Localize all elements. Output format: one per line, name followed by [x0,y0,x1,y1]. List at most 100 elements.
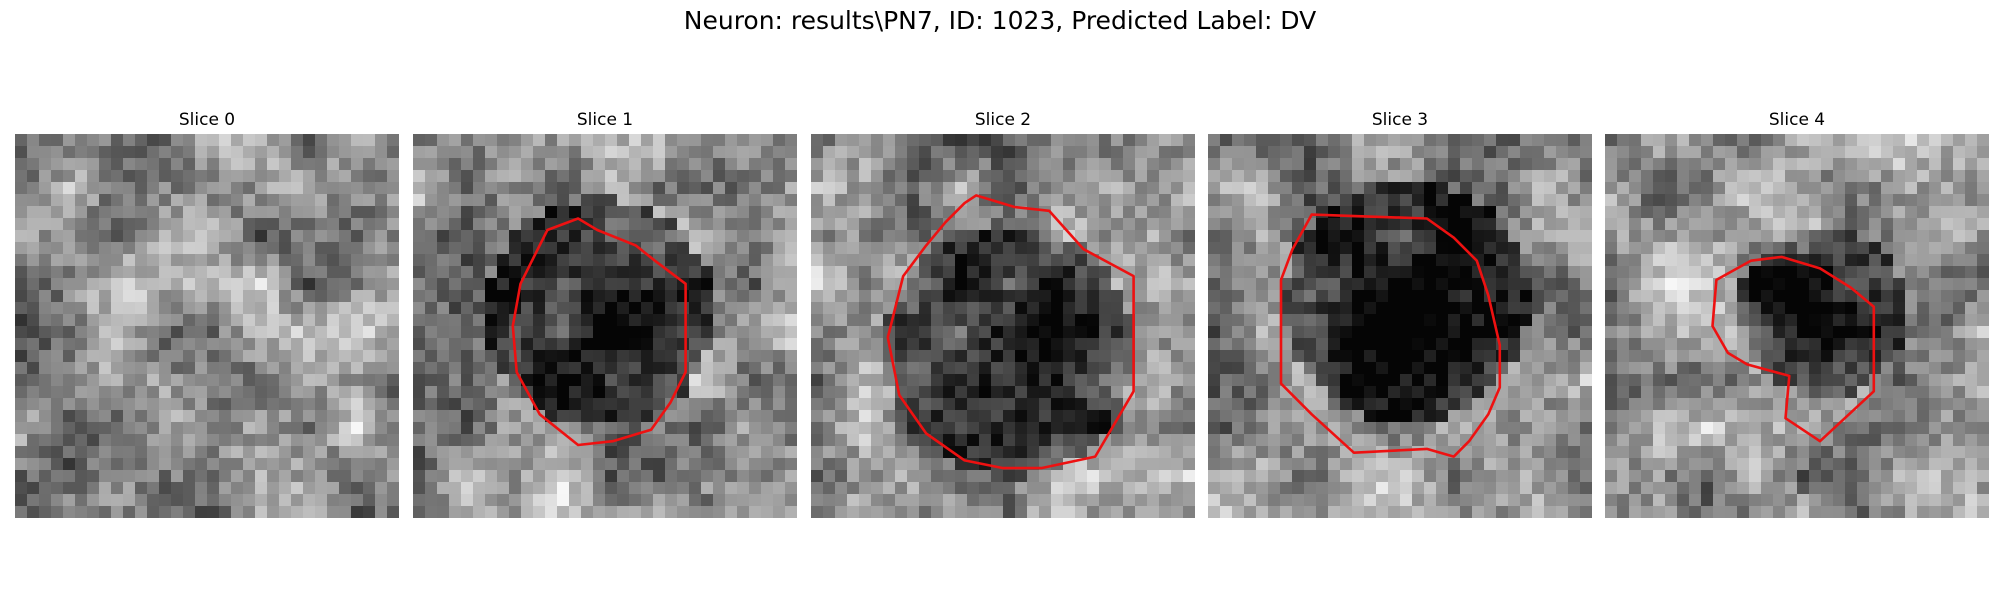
pixel-cell [641,302,654,315]
pixel-cell [39,386,52,399]
pixel-cell [207,134,220,147]
pixel-cell [677,290,690,303]
pixel-cell [279,506,292,518]
pixel-cell [255,314,268,327]
pixel-cell [1737,398,1750,411]
pixel-cell [1917,278,1930,291]
pixel-cell [303,146,316,159]
pixel-cell [1003,434,1016,447]
pixel-cell [1412,182,1425,195]
pixel-cell [1208,242,1221,255]
pixel-cell [219,290,232,303]
pixel-cell [689,386,702,399]
pixel-cell [243,146,256,159]
pixel-cell [1725,170,1738,183]
pixel-cell [859,206,872,219]
pixel-cell [1316,218,1329,231]
pixel-cell [847,386,860,399]
pixel-cell [1171,182,1184,195]
pixel-cell [991,350,1004,363]
pixel-cell [413,158,426,171]
pixel-cell [1436,314,1449,327]
pixel-cell [1292,458,1305,471]
pixel-cell [425,206,438,219]
pixel-cell [859,326,872,339]
pixel-cell [1713,134,1726,147]
pixel-cell [1905,254,1918,267]
pixel-cell [1256,302,1269,315]
pixel-cell [1364,434,1377,447]
pixel-cell [593,482,606,495]
pixel-cell [231,182,244,195]
pixel-cell [617,314,630,327]
pixel-cell [1833,374,1846,387]
pixel-cell [461,422,474,435]
pixel-cell [521,506,534,518]
pixel-cell [979,410,992,423]
pixel-cell [569,350,582,363]
pixel-cell [967,326,980,339]
pixel-cell [1039,494,1052,507]
pixel-cell [1268,326,1281,339]
pixel-cell [593,266,606,279]
pixel-cell [1424,314,1437,327]
pixel-cell [641,350,654,363]
pixel-cell [27,266,40,279]
pixel-cell [1208,458,1221,471]
pixel-cell [291,482,304,495]
pixel-cell [1725,302,1738,315]
pixel-cell [195,506,208,518]
pixel-cell [761,254,774,267]
pixel-cell [279,422,292,435]
pixel-cell [641,290,654,303]
pixel-cell [243,398,256,411]
pixel-cell [701,506,714,518]
pixel-cell [267,170,280,183]
pixel-cell [1472,350,1485,363]
pixel-cell [1424,326,1437,339]
pixel-cell [485,446,498,459]
pixel-cell [1352,194,1365,207]
pixel-cell [15,182,28,195]
pixel-cell [243,134,256,147]
pixel-cell [1087,506,1100,518]
pixel-cell [135,494,148,507]
pixel-cell [1039,230,1052,243]
pixel-cell [1629,182,1642,195]
pixel-cell [823,278,836,291]
pixel-cell [617,182,630,195]
pixel-cell [437,470,450,483]
pixel-cell [919,362,932,375]
pixel-cell [1424,386,1437,399]
pixel-cell [533,446,546,459]
pixel-cell [425,242,438,255]
pixel-cell [1159,194,1172,207]
pixel-cell [773,242,786,255]
pixel-cell [1809,362,1822,375]
pixel-cell [1280,470,1293,483]
pixel-cell [1568,134,1581,147]
pixel-cell [1761,374,1774,387]
pixel-cell [1773,434,1786,447]
pixel-cell [351,434,364,447]
pixel-cell [1087,458,1100,471]
pixel-cell [907,278,920,291]
pixel-cell [967,218,980,231]
pixel-cell [219,206,232,219]
pixel-cell [1556,338,1569,351]
pixel-cell [1027,446,1040,459]
pixel-cell [111,386,124,399]
pixel-cell [1665,374,1678,387]
pixel-cell [461,170,474,183]
pixel-cell [1436,410,1449,423]
pixel-cell [1304,182,1317,195]
pixel-cell [461,470,474,483]
pixel-cell [1725,326,1738,339]
pixel-cell [1665,242,1678,255]
pixel-cell [1448,218,1461,231]
pixel-cell [725,302,738,315]
pixel-cell [171,410,184,423]
pixel-cell [75,218,88,231]
pixel-cell [1244,410,1257,423]
pixel-cell [267,302,280,315]
